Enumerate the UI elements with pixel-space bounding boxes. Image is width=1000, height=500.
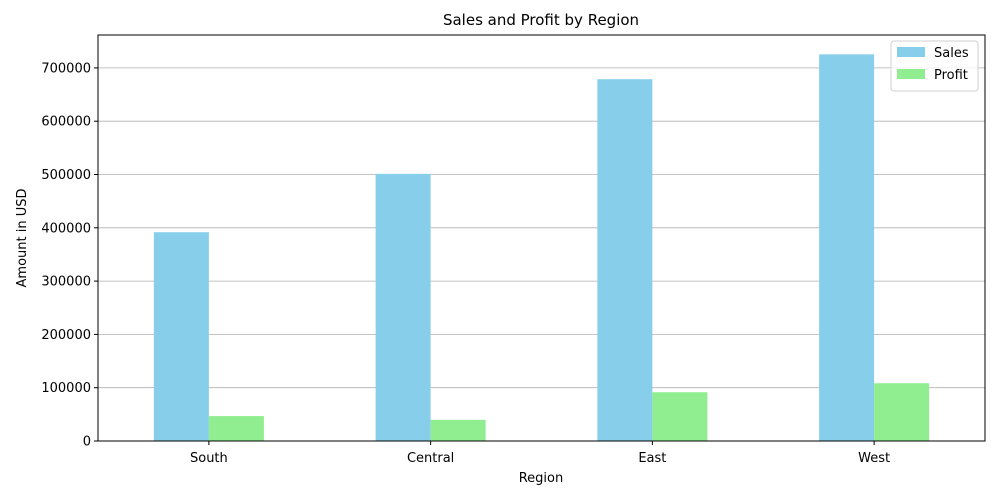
bar-profit-east xyxy=(652,392,708,441)
y-tick-label: 100000 xyxy=(41,381,91,396)
bar-profit-west xyxy=(874,383,930,441)
legend-swatch-sales xyxy=(897,47,925,57)
bar-sales-west xyxy=(819,54,875,442)
x-tick-label: Central xyxy=(407,451,454,466)
y-tick-label: 0 xyxy=(83,435,91,450)
x-axis-ticks: South Central East West xyxy=(190,441,890,466)
y-tick-label: 500000 xyxy=(41,168,91,183)
legend-label-sales: Sales xyxy=(934,46,969,61)
bars xyxy=(153,54,930,442)
x-tick-label: East xyxy=(638,451,666,466)
bar-sales-central xyxy=(375,173,431,441)
plot-frame xyxy=(97,34,986,442)
legend-swatch-profit xyxy=(897,69,925,79)
x-tick-label: West xyxy=(858,451,890,466)
legend-label-profit: Profit xyxy=(934,68,968,83)
y-tick-label: 600000 xyxy=(41,115,91,130)
y-axis-title: Amount in USD xyxy=(15,189,30,288)
y-axis-ticks: 0 100000 200000 300000 400000 500000 600000 700… xyxy=(41,61,98,450)
y-tick-label: 400000 xyxy=(41,221,91,236)
y-tick-label: 200000 xyxy=(41,328,91,343)
bar-sales-south xyxy=(153,232,209,441)
legend: Sales Profit xyxy=(890,40,979,92)
bar-profit-south xyxy=(208,416,264,441)
bar-profit-central xyxy=(430,419,486,441)
x-tick-label: South xyxy=(190,451,228,466)
x-axis-title: Region xyxy=(519,471,564,486)
bar-sales-east xyxy=(597,79,653,441)
y-tick-label: 700000 xyxy=(41,61,91,76)
chart-title: Sales and Profit by Region xyxy=(443,11,639,29)
y-tick-label: 300000 xyxy=(41,275,91,290)
